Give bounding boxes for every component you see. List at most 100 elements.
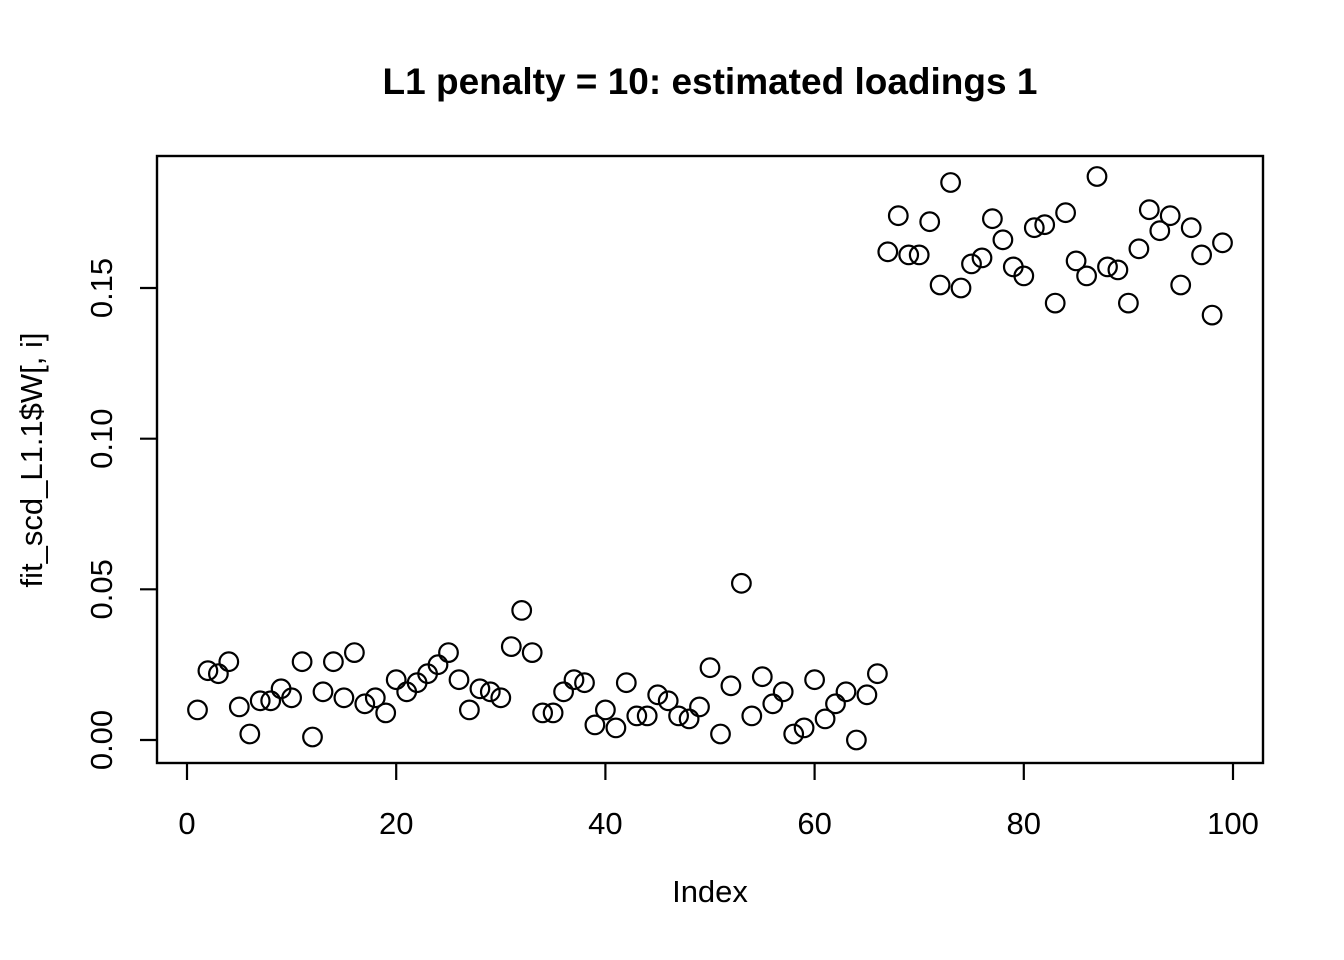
- y-axis-label: fit_scd_L1.1$W[, i]: [14, 332, 49, 587]
- data-point: [814, 708, 836, 730]
- data-point: [323, 651, 344, 673]
- x-axis-tick-label: 0: [178, 806, 195, 841]
- data-point: [929, 274, 951, 296]
- data-point: [793, 717, 815, 739]
- data-point: [187, 699, 208, 721]
- data-point: [982, 208, 1003, 230]
- data-point: [312, 681, 334, 703]
- data-point: [825, 693, 846, 715]
- x-axis-tick-label: 100: [1207, 806, 1259, 841]
- data-point: [490, 687, 512, 709]
- data-point: [605, 717, 627, 739]
- data-point: [302, 726, 323, 748]
- data-point: [751, 666, 773, 688]
- data-point: [908, 244, 930, 266]
- data-point: [563, 669, 585, 691]
- plot-area-box: [155, 154, 1265, 765]
- data-point: [1212, 232, 1233, 254]
- x-axis-tick-label: 80: [1007, 806, 1041, 841]
- data-point: [1191, 244, 1212, 266]
- data-point: [574, 672, 595, 694]
- data-point: [846, 729, 867, 751]
- data-point: [1117, 292, 1139, 314]
- data-point: [731, 572, 752, 594]
- data-point: [228, 696, 250, 718]
- data-point: [469, 678, 491, 700]
- data-point: [553, 681, 574, 703]
- data-point: [867, 663, 888, 685]
- data-point: [647, 684, 669, 706]
- data-point: [887, 205, 909, 227]
- data-point: [542, 702, 564, 724]
- x-axis-tick-label: 60: [797, 806, 831, 841]
- data-point: [950, 277, 972, 299]
- data-point: [1097, 256, 1118, 278]
- data-point: [1138, 199, 1160, 221]
- data-point: [877, 241, 899, 263]
- data-point: [919, 211, 941, 233]
- data-point: [1013, 265, 1035, 287]
- data-point: [804, 669, 825, 691]
- data-point: [239, 723, 261, 745]
- data-point: [427, 654, 449, 676]
- data-point: [521, 642, 543, 663]
- y-axis-tick-label: 0.10: [84, 408, 119, 468]
- data-point: [207, 663, 229, 685]
- data-point: [1180, 217, 1202, 239]
- data-point: [720, 675, 742, 697]
- data-point: [260, 690, 282, 712]
- data-point: [595, 699, 616, 721]
- data-point: [699, 657, 721, 679]
- x-axis-tick-label: 40: [588, 806, 622, 841]
- y-axis-tick-label: 0.00: [84, 710, 119, 770]
- data-point: [1076, 265, 1097, 287]
- data-point: [532, 702, 553, 724]
- data-point: [511, 600, 533, 621]
- data-point: [636, 705, 658, 727]
- data-point: [1170, 274, 1192, 296]
- data-point: [741, 705, 763, 727]
- data-point: [500, 636, 522, 657]
- data-point: [1055, 202, 1076, 224]
- data-point: [1107, 259, 1129, 281]
- data-point: [249, 690, 271, 712]
- data-point: [762, 693, 784, 715]
- data-point: [992, 229, 1014, 251]
- data-point: [438, 642, 459, 663]
- data-point: [856, 684, 878, 706]
- data-point: [1044, 292, 1066, 314]
- data-point: [710, 723, 731, 745]
- data-point: [1201, 304, 1223, 326]
- data-point: [940, 172, 961, 193]
- x-axis-label: Index: [672, 874, 748, 909]
- data-point: [459, 699, 480, 721]
- data-point: [281, 687, 303, 709]
- data-point: [1149, 220, 1171, 242]
- data-point: [1086, 166, 1108, 187]
- data-point: [615, 672, 637, 694]
- data-point: [898, 244, 920, 266]
- data-point: [1034, 214, 1056, 236]
- chart-title: L1 penalty = 10: estimated loadings 1: [383, 61, 1038, 102]
- data-point: [657, 690, 679, 712]
- data-point: [626, 705, 648, 727]
- axis-ticks: [140, 286, 1235, 780]
- data-point: [1128, 238, 1150, 260]
- y-axis-tick-label: 0.15: [84, 258, 119, 318]
- data-point: [385, 669, 407, 691]
- x-axis-tick-label: 20: [379, 806, 413, 841]
- data-point: [344, 642, 365, 663]
- data-point: [291, 651, 313, 673]
- data-point: [333, 687, 355, 709]
- data-points: [187, 166, 1233, 751]
- data-point: [772, 681, 794, 703]
- data-point: [1065, 250, 1087, 272]
- data-point: [364, 687, 386, 709]
- data-point: [961, 253, 982, 275]
- data-point: [689, 696, 710, 718]
- data-point: [354, 693, 376, 715]
- data-point: [375, 702, 397, 724]
- data-point: [197, 660, 219, 682]
